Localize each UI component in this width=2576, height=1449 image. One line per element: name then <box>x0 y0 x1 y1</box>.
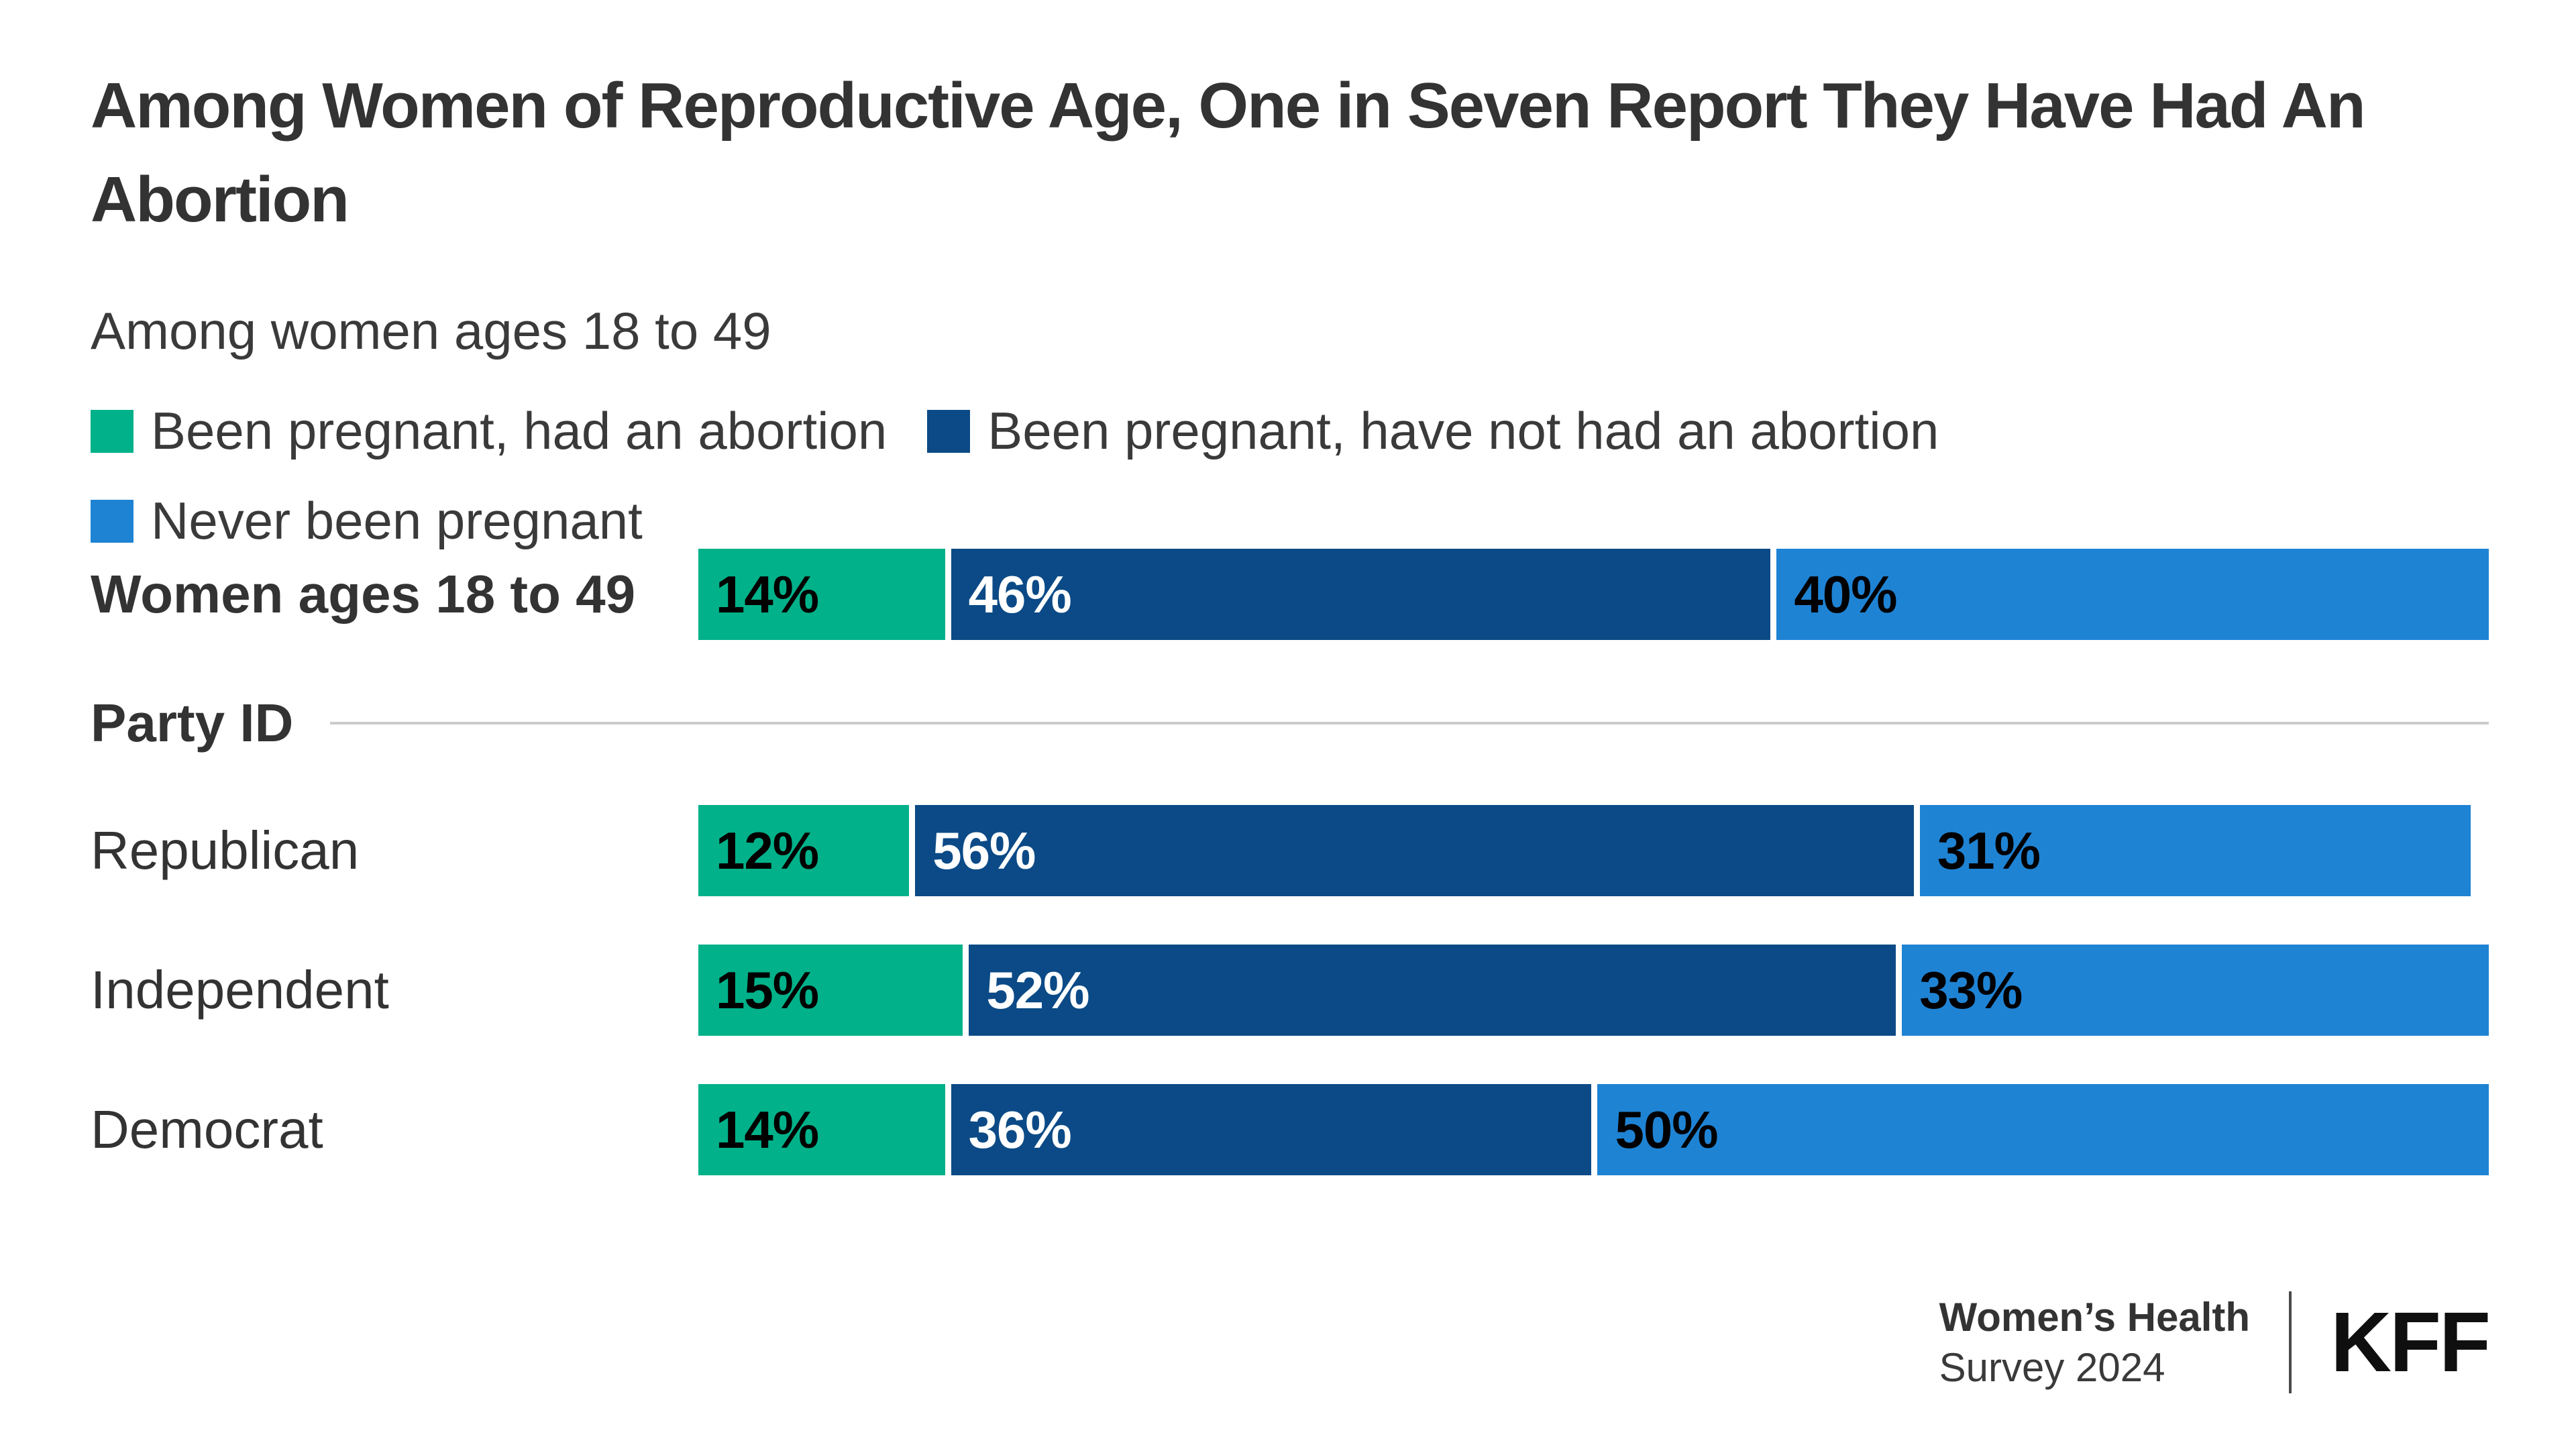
chart-title: Among Women of Reproductive Age, One in … <box>91 70 2366 236</box>
row-label: Women ages 18 to 49 <box>91 564 636 625</box>
party-bar-group: Republican 12% 56% 31% Independent 15% 52% 33% D… <box>91 805 2489 1176</box>
bar-segment: 46% <box>951 549 1771 641</box>
value-label: 15% <box>716 960 819 1020</box>
bar-row: Independent 15% 52% 33% <box>91 945 2489 1036</box>
bar-segment: 12% <box>698 805 910 897</box>
stacked-bar: 12% 56% 31% <box>698 805 2489 897</box>
source-line-1: Women’s Health <box>1939 1295 2251 1340</box>
bar-segment: 33% <box>1902 945 2489 1036</box>
source-line-2: Survey 2024 <box>1939 1345 2165 1390</box>
bar-segment: 56% <box>915 805 1914 897</box>
bar-segment: 14% <box>698 1084 945 1176</box>
legend-swatch-icon <box>91 410 133 453</box>
section-divider-line <box>330 722 2489 725</box>
section-header: Party ID <box>91 692 2489 754</box>
value-label: 31% <box>1937 820 2041 880</box>
footer-divider-line <box>2289 1291 2292 1393</box>
bar-row: Republican 12% 56% 31% <box>91 805 2489 897</box>
value-label: 33% <box>1919 960 2023 1020</box>
legend-swatch-icon <box>927 410 971 453</box>
bar-segment: 14% <box>698 549 945 641</box>
bar-segment: 15% <box>698 945 963 1036</box>
value-label: 36% <box>968 1099 1072 1159</box>
chart-subtitle: Among women ages 18 to 49 <box>91 301 771 361</box>
bar-row: Democrat 14% 36% 50% <box>91 1084 2489 1176</box>
value-label: 50% <box>1615 1099 1718 1159</box>
value-label: 46% <box>968 564 1072 624</box>
bar-segment: 50% <box>1597 1084 2489 1176</box>
bar-segment: 52% <box>969 945 1896 1036</box>
bar-segment: 40% <box>1776 549 2489 641</box>
value-label: 40% <box>1794 564 1897 624</box>
value-label: 52% <box>986 960 1089 1020</box>
legend: Been pregnant, had an abortion Been pregn… <box>91 401 2489 551</box>
stacked-bar: 14% 36% 50% <box>698 1084 2489 1176</box>
value-label: 14% <box>716 1099 819 1159</box>
value-label: 56% <box>932 820 1036 880</box>
legend-label: Been pregnant, had an abortion <box>151 401 888 461</box>
stacked-bar: 15% 52% 33% <box>698 945 2489 1036</box>
row-label: Republican <box>91 820 360 881</box>
value-label: 12% <box>716 820 819 880</box>
overall-bar-group: Women ages 18 to 49 14% 46% 40% <box>91 549 2489 641</box>
legend-item: Never been pregnant <box>91 491 643 551</box>
section-label: Party ID <box>91 693 294 753</box>
legend-label: Never been pregnant <box>151 491 643 551</box>
legend-item: Been pregnant, had an abortion <box>91 401 888 461</box>
stacked-bar: 14% 46% 40% <box>698 549 2489 641</box>
kff-logo: KFF <box>2330 1295 2491 1389</box>
footer: Women’s Health Survey 2024 KFF <box>1939 1291 2491 1393</box>
row-label: Democrat <box>91 1099 323 1160</box>
legend-swatch-icon <box>91 500 133 543</box>
bar-segment: 36% <box>951 1084 1592 1176</box>
value-label: 14% <box>716 564 819 624</box>
legend-item: Been pregnant, have not had an abortion <box>927 401 1939 461</box>
bar-row: Women ages 18 to 49 14% 46% 40% <box>91 549 2489 641</box>
row-label: Independent <box>91 960 389 1020</box>
source-attribution: Women’s Health Survey 2024 <box>1939 1292 2250 1393</box>
legend-label: Been pregnant, have not had an abortion <box>987 401 1939 461</box>
bar-segment: 31% <box>1919 805 2471 897</box>
